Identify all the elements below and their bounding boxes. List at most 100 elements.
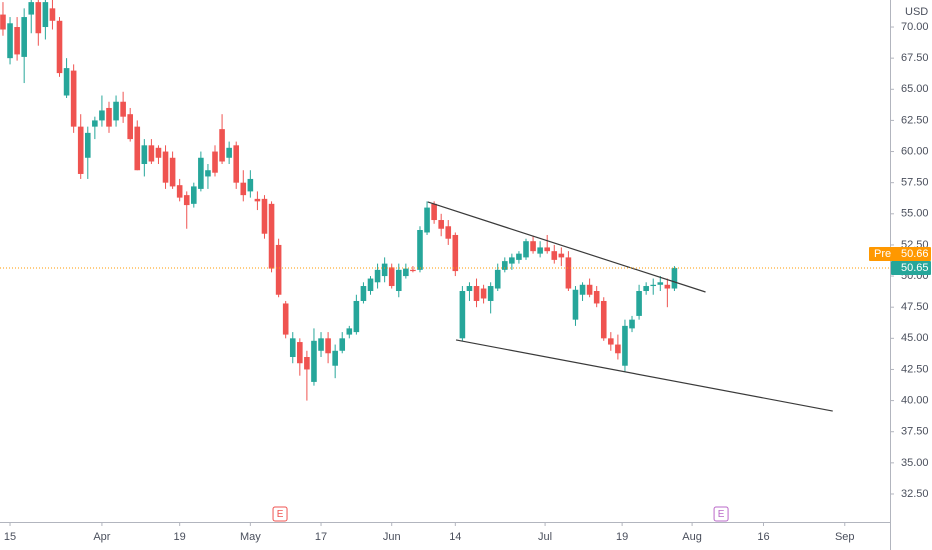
candle-body xyxy=(28,2,35,15)
candle-body xyxy=(268,203,275,269)
candle-body xyxy=(63,68,70,96)
y-tick-label: 35.00 xyxy=(901,457,929,469)
candle-body xyxy=(134,126,141,171)
x-tick-label: Sep xyxy=(835,531,855,543)
candle-body xyxy=(388,267,395,287)
candle-body xyxy=(395,269,402,292)
candle-body xyxy=(537,247,543,254)
candle-body xyxy=(169,157,176,187)
candle-body xyxy=(374,269,381,283)
y-tick-label: 42.50 xyxy=(901,363,929,375)
candle-body xyxy=(600,300,607,339)
candle-body xyxy=(282,303,289,335)
x-tick-label: 15 xyxy=(4,531,16,543)
premarket-label: 50.66 xyxy=(901,248,929,260)
candle-body xyxy=(120,101,126,117)
candle-body xyxy=(509,257,515,264)
candle-body xyxy=(629,319,635,329)
candle-body xyxy=(346,328,353,335)
candle-body xyxy=(191,186,197,204)
candle-body xyxy=(473,286,480,301)
candle-body xyxy=(381,263,388,277)
candle-body xyxy=(127,114,133,140)
y-tick-label: 37.50 xyxy=(901,426,929,438)
candle-body xyxy=(452,234,459,272)
y-tick-label: 57.50 xyxy=(901,177,929,189)
candle-body xyxy=(480,288,487,299)
candle-body xyxy=(35,2,42,34)
candle-body xyxy=(466,286,473,292)
candle-body xyxy=(339,338,346,351)
candle-body xyxy=(297,342,303,364)
trendline xyxy=(455,339,833,412)
candle-body xyxy=(544,247,551,252)
event-marker xyxy=(272,506,288,522)
candle-body xyxy=(70,70,77,127)
candle-body xyxy=(650,284,657,287)
x-tick-label: 19 xyxy=(174,531,186,543)
y-tick-label: 55.00 xyxy=(901,208,929,220)
candle-body xyxy=(593,291,600,304)
candle-body xyxy=(431,203,437,221)
candle-body xyxy=(530,241,536,252)
candle-body xyxy=(7,23,13,59)
y-tick-label: 47.50 xyxy=(901,301,929,313)
candle-body xyxy=(516,253,522,260)
trendline xyxy=(427,201,706,293)
candle-body xyxy=(438,220,444,229)
candle-body xyxy=(21,17,27,57)
candle-body xyxy=(572,289,579,320)
candle-body xyxy=(0,14,6,30)
x-tick-label: Apr xyxy=(93,531,110,543)
candle-body xyxy=(198,157,204,189)
candle-body xyxy=(501,261,508,270)
candle-body xyxy=(558,253,565,258)
premarket-tag: Pre xyxy=(874,248,891,260)
candle-body xyxy=(636,291,642,316)
x-tick-label: 17 xyxy=(315,531,327,543)
event-label: E xyxy=(277,509,284,520)
candle-body xyxy=(403,268,409,277)
candle-body xyxy=(494,269,501,289)
candle-body xyxy=(205,170,211,177)
event-label: E xyxy=(718,509,725,520)
candle-body xyxy=(523,241,529,258)
candle-body xyxy=(417,229,423,270)
x-tick-label: May xyxy=(240,531,261,543)
candle-body xyxy=(275,244,282,295)
x-tick-label: 14 xyxy=(449,531,461,543)
candle-body xyxy=(261,198,268,234)
candle-body xyxy=(353,300,360,333)
candle-body xyxy=(106,107,112,127)
x-tick-label: 16 xyxy=(757,531,769,543)
y-tick-label: 70.00 xyxy=(901,21,929,33)
candle-body xyxy=(84,132,91,158)
candle-body xyxy=(212,151,218,173)
premarket-tag-box xyxy=(869,246,931,261)
event-marker xyxy=(713,506,729,522)
currency-label: USD xyxy=(905,6,928,18)
candle-body xyxy=(360,286,367,301)
candle-body xyxy=(155,147,162,158)
candle-body xyxy=(643,286,649,292)
x-tick-label: 19 xyxy=(616,531,628,543)
candle-body xyxy=(162,151,169,183)
candle-body xyxy=(615,344,621,354)
candle-body xyxy=(219,129,225,162)
candle-body xyxy=(49,8,56,21)
y-tick-label: 60.00 xyxy=(901,145,929,157)
candle-body xyxy=(671,267,678,289)
candle-body xyxy=(565,257,572,289)
candle-body xyxy=(459,291,466,339)
x-tick-label: Jul xyxy=(538,531,552,543)
candle-body xyxy=(141,145,148,164)
candle-body xyxy=(579,284,586,295)
candle-body xyxy=(14,27,20,55)
candle-body xyxy=(99,110,105,121)
y-tick-label: 65.00 xyxy=(901,83,929,95)
candle-body xyxy=(240,182,247,196)
candle-body xyxy=(92,120,98,127)
y-tick-label: 32.50 xyxy=(901,488,929,500)
